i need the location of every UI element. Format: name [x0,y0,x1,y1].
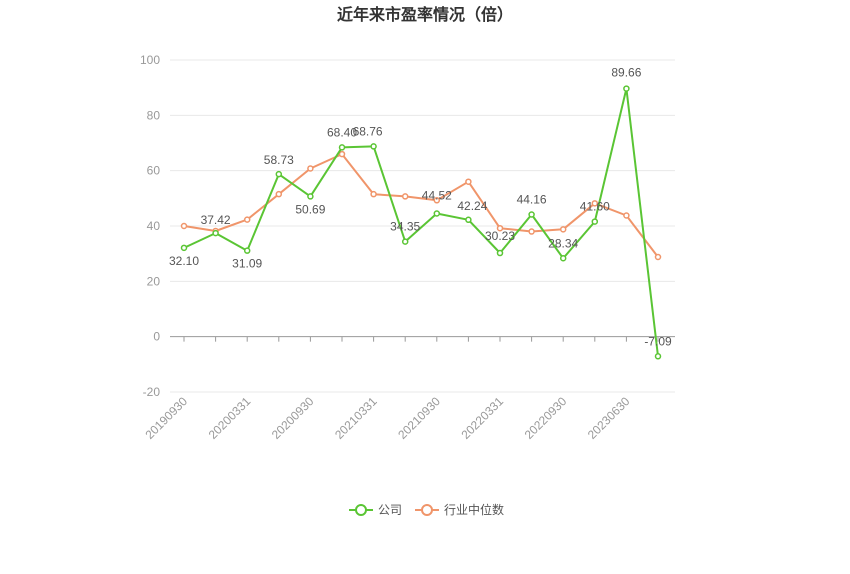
company-data-label: 89.66 [611,66,641,80]
industry-median-data-point[interactable] [496,224,504,232]
industry-median-data-point[interactable] [275,190,283,198]
x-tick-label: 20210331 [332,394,380,442]
company-data-label: 58.73 [264,153,294,167]
legend-item-industry-median[interactable]: 行业中位数 [415,502,504,517]
x-tick-label: 20220930 [522,394,570,442]
industry-median-data-point[interactable] [401,193,409,200]
x-tick-label: 20190930 [142,394,190,442]
company-data-point[interactable] [496,249,504,257]
industry-median-data-point[interactable] [338,150,346,158]
company-data-point[interactable] [654,353,662,360]
y-tick-label: 60 [147,164,161,178]
company-data-point[interactable] [465,216,472,224]
company-data-point[interactable] [370,143,377,150]
legend-marker-icon [421,504,433,516]
series-layer [180,85,662,360]
company-data-point[interactable] [307,193,314,200]
industry-median-data-point[interactable] [307,165,314,172]
company-data-point[interactable] [623,85,630,92]
industry-median-data-point[interactable] [623,212,630,219]
axis-layer: -20 0 20 40 60 80 100 20190930 20200331 20200930 2… [140,53,659,442]
company-data-label: 37.42 [201,213,231,227]
company-data-label: 41.60 [580,200,610,214]
y-tick-label: 20 [147,274,161,288]
x-tick-label: 20230630 [585,394,633,442]
industry-median-data-point[interactable] [591,200,599,207]
industry-median-data-point[interactable] [433,197,441,204]
company-data-point[interactable] [591,218,599,225]
company-data-label: 34.35 [390,220,420,234]
company-data-label: 28.34 [548,236,578,250]
company-data-point[interactable] [433,210,441,217]
industry-median-data-point[interactable] [243,216,251,223]
company-data-label: 42.24 [457,199,487,213]
legend-marker-icon [355,504,367,516]
y-tick-label: 0 [153,330,160,344]
company-data-point[interactable] [180,244,188,252]
company-data-point[interactable] [528,211,535,218]
x-tick-label: 20210930 [395,394,443,442]
company-data-label: 32.10 [169,254,199,268]
company-data-point[interactable] [243,247,251,254]
industry-median-data-point[interactable] [180,222,188,230]
y-tick-label: 80 [147,108,161,122]
legend-label: 行业中位数 [444,502,504,517]
industry-median-data-point[interactable] [654,253,662,261]
legend-label: 公司 [378,503,402,517]
x-tick-label: 20220331 [458,394,506,442]
y-tick-label: -20 [143,385,161,399]
y-tick-label: 40 [147,219,161,233]
company-data-label: 30.23 [485,229,515,243]
y-tick-label: 100 [140,53,160,67]
company-data-label: -7.09 [644,334,672,348]
legend: 公司 行业中位数 [349,502,504,517]
company-data-point[interactable] [401,238,409,245]
chart-title: 近年来市盈率情况（倍） [337,5,513,24]
industry-median-data-point[interactable] [559,226,567,233]
company-data-label: 44.52 [422,188,452,202]
company-data-label: 68.76 [353,124,383,138]
company-data-point[interactable] [275,170,283,178]
legend-item-company[interactable]: 公司 [349,503,402,517]
industry-median-data-point[interactable] [465,178,472,185]
company-data-label: 44.16 [517,192,547,206]
company-data-point[interactable] [559,255,567,262]
industry-median-data-point[interactable] [370,190,377,198]
grid-layer [170,59,675,393]
company-data-label: 68.40 [327,125,357,139]
company-series-line [183,87,659,357]
company-data-label: 50.69 [295,202,325,216]
company-data-point[interactable] [212,229,219,237]
industry-median-series-line [183,153,659,258]
company-data-point[interactable] [338,144,346,151]
company-data-label: 31.09 [232,257,262,271]
x-tick-label: 20200331 [206,394,254,442]
industry-median-data-point[interactable] [528,228,535,235]
x-tick-label: 20200930 [269,394,317,442]
